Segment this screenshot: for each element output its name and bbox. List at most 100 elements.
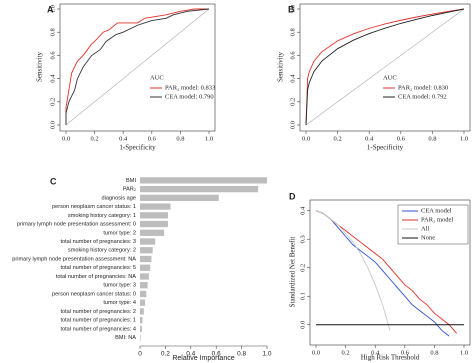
category-label: BMI xyxy=(126,178,136,184)
bar xyxy=(140,273,149,280)
series-line xyxy=(305,8,465,126)
plot-frame xyxy=(299,3,471,132)
x-tick-label: 1.0 xyxy=(460,349,468,356)
legend-label: CEA model: 0.792 xyxy=(398,93,447,100)
bar xyxy=(140,229,165,236)
bar xyxy=(140,212,168,219)
panel-letter: A xyxy=(47,4,54,14)
category-label: person neoplasm cancer status: 1 xyxy=(52,204,136,210)
bar xyxy=(140,255,152,263)
y-tick-label: 0.8 xyxy=(49,28,56,36)
category-label: tumor type: 4 xyxy=(103,300,136,306)
y-tick-label: 1.0 xyxy=(49,5,56,13)
bar xyxy=(140,177,267,184)
y-tick-label: 0.6 xyxy=(49,51,56,60)
x-tick-label: 0.6 xyxy=(148,135,157,142)
legend-title: AUC xyxy=(150,74,164,81)
y-tick-label: 0.0 xyxy=(49,121,56,129)
legend-title: AUC xyxy=(383,74,397,81)
y-tick-label: 0.1 xyxy=(299,292,306,300)
x-tick-label: 0.8 xyxy=(176,135,184,142)
category-label: diagnosis age xyxy=(101,195,136,201)
bar xyxy=(140,238,156,245)
series-line xyxy=(65,8,209,125)
x-tick-label: 0.8 xyxy=(237,351,246,358)
bar xyxy=(140,299,146,306)
series-line xyxy=(65,8,210,125)
category-label: total number of pregnancies: 5 xyxy=(60,265,136,271)
category-label: total number of pregnancies: 3 xyxy=(60,239,136,245)
x-tick-label: 0.4 xyxy=(119,135,128,142)
y-tick-label: 0.3 xyxy=(299,235,306,243)
legend-label: None xyxy=(421,234,435,241)
legend-label: All xyxy=(421,225,430,232)
y-axis-label: Standardized Net Benefit xyxy=(289,237,297,308)
x-tick-label: 0.0 xyxy=(312,349,320,356)
bar xyxy=(140,264,151,271)
category-label: tumor type: 2 xyxy=(103,230,136,236)
x-tick-label: 0.0 xyxy=(302,135,310,142)
x-tick-label: 0.4 xyxy=(371,349,380,356)
reference-diagonal xyxy=(65,8,210,126)
bar xyxy=(140,194,219,201)
category-label: BMI: NA xyxy=(115,335,136,341)
bar xyxy=(140,325,142,333)
category-label: total number of pregnancies: 2 xyxy=(60,309,136,315)
category-label: primary lymph node presentation assessme… xyxy=(17,222,136,228)
x-axis-label: 1-Specificity xyxy=(367,144,404,152)
bar xyxy=(140,308,144,315)
x-tick-label: 0.0 xyxy=(62,135,70,142)
legend-label: PAR₂ model: 0.830 xyxy=(398,84,448,91)
category-label: smoking history category: 1 xyxy=(68,213,136,219)
x-tick-label: 0.2 xyxy=(161,351,170,358)
category-label: total number of pregnancies: 1 xyxy=(60,318,136,324)
x-tick-label: 0.6 xyxy=(397,135,406,142)
x-axis-label: 1-Specificity xyxy=(119,144,156,152)
x-tick-label: 0.2 xyxy=(334,135,342,142)
plot-frame xyxy=(309,199,471,346)
y-axis-label: Sensitivity xyxy=(36,52,44,82)
bar xyxy=(140,185,259,193)
reference-diagonal xyxy=(305,8,465,126)
x-tick-label: 0.8 xyxy=(430,349,438,356)
series-line xyxy=(315,210,450,337)
x-tick-label: 1.0 xyxy=(460,135,468,142)
x-axis-label: High Risk Threshold xyxy=(361,354,420,362)
legend-label: CEA model xyxy=(421,207,452,214)
x-tick-label: 0.6 xyxy=(401,349,410,356)
legend-label: PAR₂ model xyxy=(421,216,453,223)
y-tick-label: 0.2 xyxy=(299,264,306,272)
y-tick-label: 0.0 xyxy=(299,321,306,329)
y-tick-label: 0.2 xyxy=(49,98,56,106)
panel-letter: D xyxy=(289,191,296,201)
bar xyxy=(140,203,171,210)
y-tick-label: 1.0 xyxy=(289,5,296,13)
bar xyxy=(140,220,168,228)
x-tick-label: 0.6 xyxy=(212,351,221,358)
x-tick-label: 0.2 xyxy=(342,349,350,356)
series-line xyxy=(305,8,465,126)
y-tick-label: 0.2 xyxy=(289,98,296,106)
x-tick-label: 0.4 xyxy=(365,135,374,142)
legend-label: PAR₂ model: 0.833 xyxy=(165,84,215,91)
panel-letter: C xyxy=(50,176,57,186)
y-tick-label: 0.0 xyxy=(289,121,296,129)
y-tick-label: 0.4 xyxy=(49,74,56,83)
x-tick-label: 0.8 xyxy=(428,135,436,142)
x-tick-label: 1.0 xyxy=(262,351,271,358)
series-line xyxy=(315,210,391,331)
bar xyxy=(140,290,147,298)
category-label: tumor type: 3 xyxy=(103,283,136,289)
y-tick-label: 0.4 xyxy=(289,74,296,83)
plot-frame xyxy=(59,3,216,132)
panel-letter: B xyxy=(288,4,295,14)
y-tick-label: 0.8 xyxy=(289,28,296,36)
bar xyxy=(140,317,143,324)
category-label: primary lymph node presentation assessme… xyxy=(12,256,136,262)
category-label: smoking history category: 2 xyxy=(68,248,136,254)
bar xyxy=(140,247,153,254)
category-label: total number of pregnancies: 4 xyxy=(60,326,136,332)
bar xyxy=(140,334,141,341)
category-label: total number of pregnancies: NA xyxy=(56,274,136,280)
x-tick-label: 0 xyxy=(138,351,142,358)
